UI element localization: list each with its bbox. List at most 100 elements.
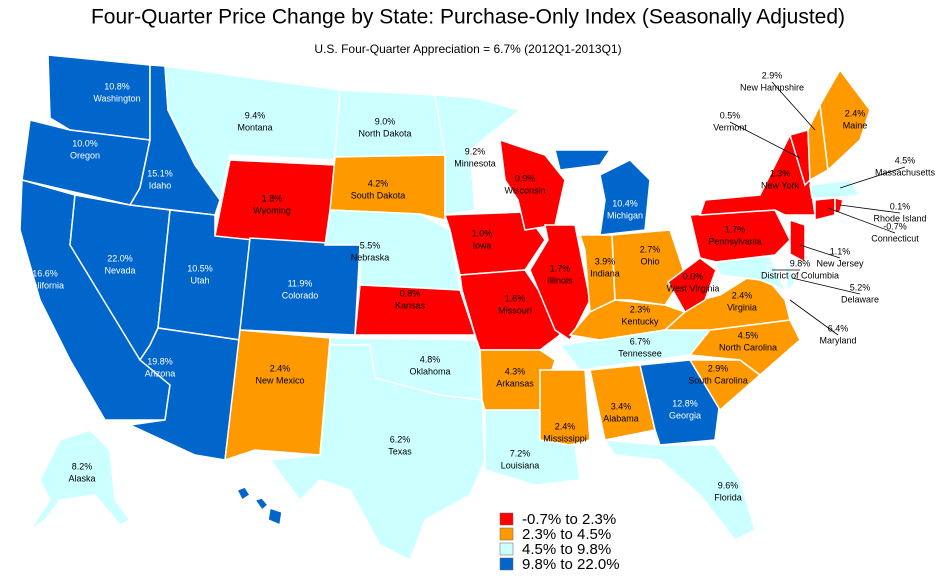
state-shape: [809, 179, 862, 199]
state-shape: [499, 138, 566, 231]
state-name: New Hampshire: [740, 82, 804, 92]
legend-swatch: [499, 542, 514, 556]
state-value: 19.8%: [147, 356, 173, 366]
state-value: 0.9%: [515, 173, 536, 183]
state-value: 8.2%: [72, 461, 93, 471]
state-value: 9.0%: [375, 116, 396, 126]
state-name: Utah: [190, 275, 209, 285]
state-value: 9.8%: [790, 258, 811, 268]
state-value: 4.2%: [368, 178, 389, 188]
state-value: 0.8%: [400, 288, 421, 298]
state-value: 1.3%: [770, 168, 791, 178]
state-name: Massachusetts: [875, 167, 936, 177]
state-shape: [224, 329, 331, 462]
state-name: New Mexico: [255, 375, 304, 385]
state-name: North Carolina: [719, 342, 777, 352]
state-value: 2.4%: [732, 290, 753, 300]
leader-line: [839, 166, 906, 189]
state-name: Idaho: [149, 180, 172, 190]
state-name: Oklahoma: [409, 366, 450, 376]
state-name: Alaska: [68, 473, 95, 483]
state-name: District of Columbia: [761, 270, 839, 280]
state-shape: [715, 255, 787, 292]
legend-label: 9.8% to 22.0%: [522, 556, 620, 573]
state-value: 2.4%: [270, 363, 291, 373]
state-name: Texas: [388, 446, 412, 456]
state-value: -0.7%: [883, 221, 907, 231]
state-value: 22.0%: [107, 253, 133, 263]
state-name: Maine: [843, 120, 868, 130]
state-labels: 10.8% Washington 10.0% Oregon 16.6% Californi…: [26, 70, 936, 538]
state-name: Nevada: [104, 265, 135, 275]
state-value: 15.1%: [147, 168, 173, 178]
states: [19, 54, 871, 562]
state-name: Tennessee: [618, 348, 662, 358]
state-shape: [667, 257, 717, 314]
state-name: Delaware: [841, 294, 879, 304]
state-value: 4.3%: [505, 366, 526, 376]
state-name: Kansas: [395, 300, 426, 310]
legend-label: 2.3% to 4.5%: [522, 526, 611, 543]
state-value: 1.8%: [262, 193, 283, 203]
state-shape: [819, 68, 871, 172]
state-name: Iowa: [472, 240, 491, 250]
state-name: Wyoming: [253, 205, 290, 215]
state-value: 6.7%: [630, 336, 651, 346]
state-value: 16.6%: [32, 268, 58, 278]
state-name: Rhode Island: [873, 213, 926, 223]
state-name: South Dakota: [351, 190, 406, 200]
state-value: 2.4%: [555, 421, 576, 431]
legend-swatch: [499, 557, 514, 571]
state-shape: [554, 149, 651, 236]
state-name: Wisconsin: [504, 185, 545, 195]
state-name: Pennsylvania: [708, 236, 762, 246]
state-name: Louisiana: [501, 460, 540, 470]
leader-line: [827, 207, 896, 234]
state-shape: [834, 197, 844, 214]
state-shape: [329, 154, 446, 221]
leader-line: [771, 81, 816, 131]
state-value: 2.3%: [630, 304, 651, 314]
leader-line: [729, 121, 801, 159]
state-name: Montana: [237, 122, 272, 132]
state-name: Vermont: [713, 122, 747, 132]
leader-line: [839, 204, 901, 214]
state-name: New York: [761, 180, 800, 190]
state-shape: [235, 486, 283, 527]
legend-label: -0.7% to 2.3%: [522, 511, 616, 528]
state-value: 2.9%: [708, 363, 729, 373]
state-value: 2.7%: [640, 244, 661, 254]
state-name: Illinois: [547, 275, 573, 285]
state-value: 5.5%: [360, 240, 381, 250]
state-name: Alabama: [603, 413, 639, 423]
state-name: Florida: [714, 492, 742, 502]
state-value: 4.8%: [420, 354, 441, 364]
state-name: Indiana: [590, 268, 620, 278]
state-shape: [214, 159, 336, 249]
state-shape: [814, 197, 836, 221]
state-value: 1.0%: [472, 228, 493, 238]
state-value: 7.2%: [510, 448, 531, 458]
state-shape: [434, 94, 522, 216]
state-name: Arizona: [145, 368, 176, 378]
state-name: California: [26, 280, 64, 290]
map-subtitle: U.S. Four-Quarter Appreciation = 6.7% (2…: [314, 42, 621, 56]
state-name: Virginia: [727, 302, 757, 312]
state-name: Georgia: [669, 410, 701, 420]
leader-line: [789, 299, 839, 336]
state-name: Michigan: [607, 210, 643, 220]
state-value: 3.9%: [595, 256, 616, 266]
state-shape: [268, 344, 486, 562]
state-value: 4.5%: [738, 330, 759, 340]
state-name: New Jersey: [816, 258, 864, 268]
state-name: Kentucky: [621, 316, 659, 326]
state-value: 3.4%: [611, 401, 632, 411]
state-shape: [784, 257, 796, 292]
state-name: South Carolina: [688, 375, 748, 385]
state-value: 10.4%: [612, 198, 638, 208]
state-name: West Virginia: [667, 283, 720, 293]
state-value: 1.7%: [550, 263, 571, 273]
state-name: Connecticut: [871, 233, 919, 243]
